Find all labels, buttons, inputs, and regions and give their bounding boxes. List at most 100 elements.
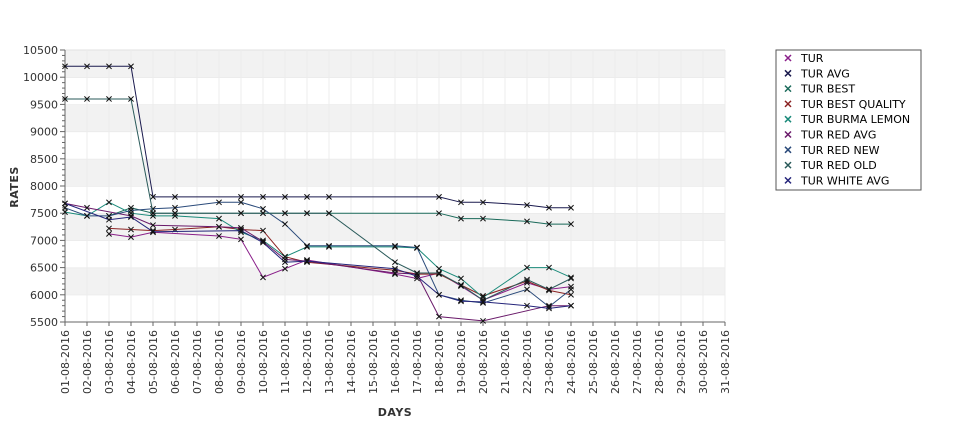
data-point (392, 242, 398, 249)
data-point (150, 210, 156, 217)
data-point (84, 63, 90, 70)
data-point (568, 302, 574, 309)
x-tick-label: 26-08-2016 (609, 330, 622, 394)
data-point (62, 209, 68, 216)
data-point (260, 274, 266, 281)
data-point (282, 221, 288, 228)
data-point (524, 276, 530, 283)
x-tick-label: 31-08-2016 (719, 330, 732, 394)
data-point (304, 242, 310, 249)
x-tick-label: 24-08-2016 (565, 330, 578, 394)
data-point (150, 212, 156, 219)
data-point (524, 278, 530, 285)
y-tick-label: 7000 (30, 234, 58, 247)
x-tick-label: 07-08-2016 (191, 330, 204, 394)
y-tick-label: 10500 (23, 44, 58, 57)
data-point (128, 214, 134, 220)
data-point (260, 210, 266, 217)
data-point (480, 215, 486, 222)
data-point (568, 286, 574, 293)
data-point (238, 199, 244, 206)
data-point (106, 199, 112, 206)
y-tick-label: 9500 (30, 98, 58, 111)
x-tick-label: 27-08-2016 (631, 330, 644, 394)
x-tick-label: 12-08-2016 (301, 330, 314, 394)
data-point (150, 205, 156, 212)
data-point (238, 227, 244, 234)
data-point (128, 204, 134, 211)
y-tick-label: 9000 (30, 126, 58, 139)
x-tick-label: 23-08-2016 (543, 330, 556, 394)
legend-item: TUR BURMA LEMON (784, 113, 910, 126)
data-point (216, 233, 222, 240)
data-point (546, 305, 552, 312)
data-point (238, 193, 244, 200)
legend-marker (784, 85, 792, 93)
legend-item: TUR BEST (784, 83, 855, 96)
legend-box (775, 49, 922, 191)
legend-item: TUR (784, 52, 824, 65)
data-point (304, 258, 310, 265)
data-point (238, 236, 244, 243)
y-axis: 5500 6000 6500 7000 7500 8000 8500 9000 9500 1000… (23, 44, 66, 329)
data-point (436, 291, 442, 298)
y-tick-label: 10000 (23, 71, 58, 84)
data-point (546, 302, 552, 309)
x-tick-label: 13-08-2016 (323, 330, 336, 394)
y-tick-label: 6500 (30, 262, 58, 275)
data-point (282, 259, 288, 266)
y-tick-label: 6000 (30, 289, 58, 302)
x-tick-label: 28-08-2016 (653, 330, 666, 394)
data-point (238, 224, 244, 231)
data-point (326, 242, 332, 249)
x-tick-label: 03-08-2016 (103, 330, 116, 394)
series-layer (62, 63, 574, 324)
legend-item: TUR WHITE AVG (784, 174, 889, 187)
legend-label: TUR BURMA LEMON (800, 113, 910, 126)
data-point (260, 238, 266, 245)
legend-label: TUR AVG (800, 67, 850, 80)
data-point (458, 298, 464, 305)
data-point (414, 273, 420, 280)
legend-marker (784, 69, 792, 77)
data-point (62, 200, 68, 207)
data-point (150, 193, 156, 200)
data-point (436, 193, 442, 200)
x-tick-label: 14-08-2016 (345, 330, 358, 394)
legend-marker (784, 161, 792, 169)
legend-label: TUR BEST QUALITY (800, 98, 906, 111)
legend: TUR TUR AVG TUR BEST TUR BEST QUALITY TUR BU… (775, 49, 922, 191)
x-tick-label: 18-08-2016 (433, 330, 446, 394)
data-point (458, 297, 464, 304)
x-axis: 01-08-2016 02-08-2016 03-08-2016 04-08-2016… (59, 321, 732, 394)
data-point (568, 291, 574, 298)
data-point (524, 202, 530, 208)
data-point (106, 216, 112, 223)
data-point (546, 204, 552, 211)
legend-marker (784, 130, 792, 139)
legend-item: TUR RED AVG (784, 129, 876, 142)
data-point (128, 96, 134, 102)
data-point (128, 63, 134, 70)
data-point (480, 298, 486, 305)
x-tick-label: 02-08-2016 (81, 330, 94, 394)
legend-label: TUR (800, 52, 824, 65)
data-point (436, 313, 442, 320)
legend-label: TUR RED NEW (800, 144, 880, 157)
y-tick-label: 8000 (30, 180, 58, 193)
plot-bands (64, 49, 726, 322)
data-point (62, 204, 68, 211)
data-point (216, 223, 222, 230)
data-point (524, 218, 530, 225)
x-tick-label: 29-08-2016 (675, 330, 688, 394)
data-point (172, 210, 178, 217)
series-tur-red-avg (62, 200, 574, 324)
data-point (524, 286, 530, 293)
data-point (106, 96, 112, 102)
x-tick-label: 20-08-2016 (477, 330, 490, 394)
y-tick-label: 5500 (30, 316, 58, 329)
legend-marker (784, 146, 792, 154)
data-point (216, 215, 222, 222)
x-tick-label: 16-08-2016 (389, 330, 402, 394)
